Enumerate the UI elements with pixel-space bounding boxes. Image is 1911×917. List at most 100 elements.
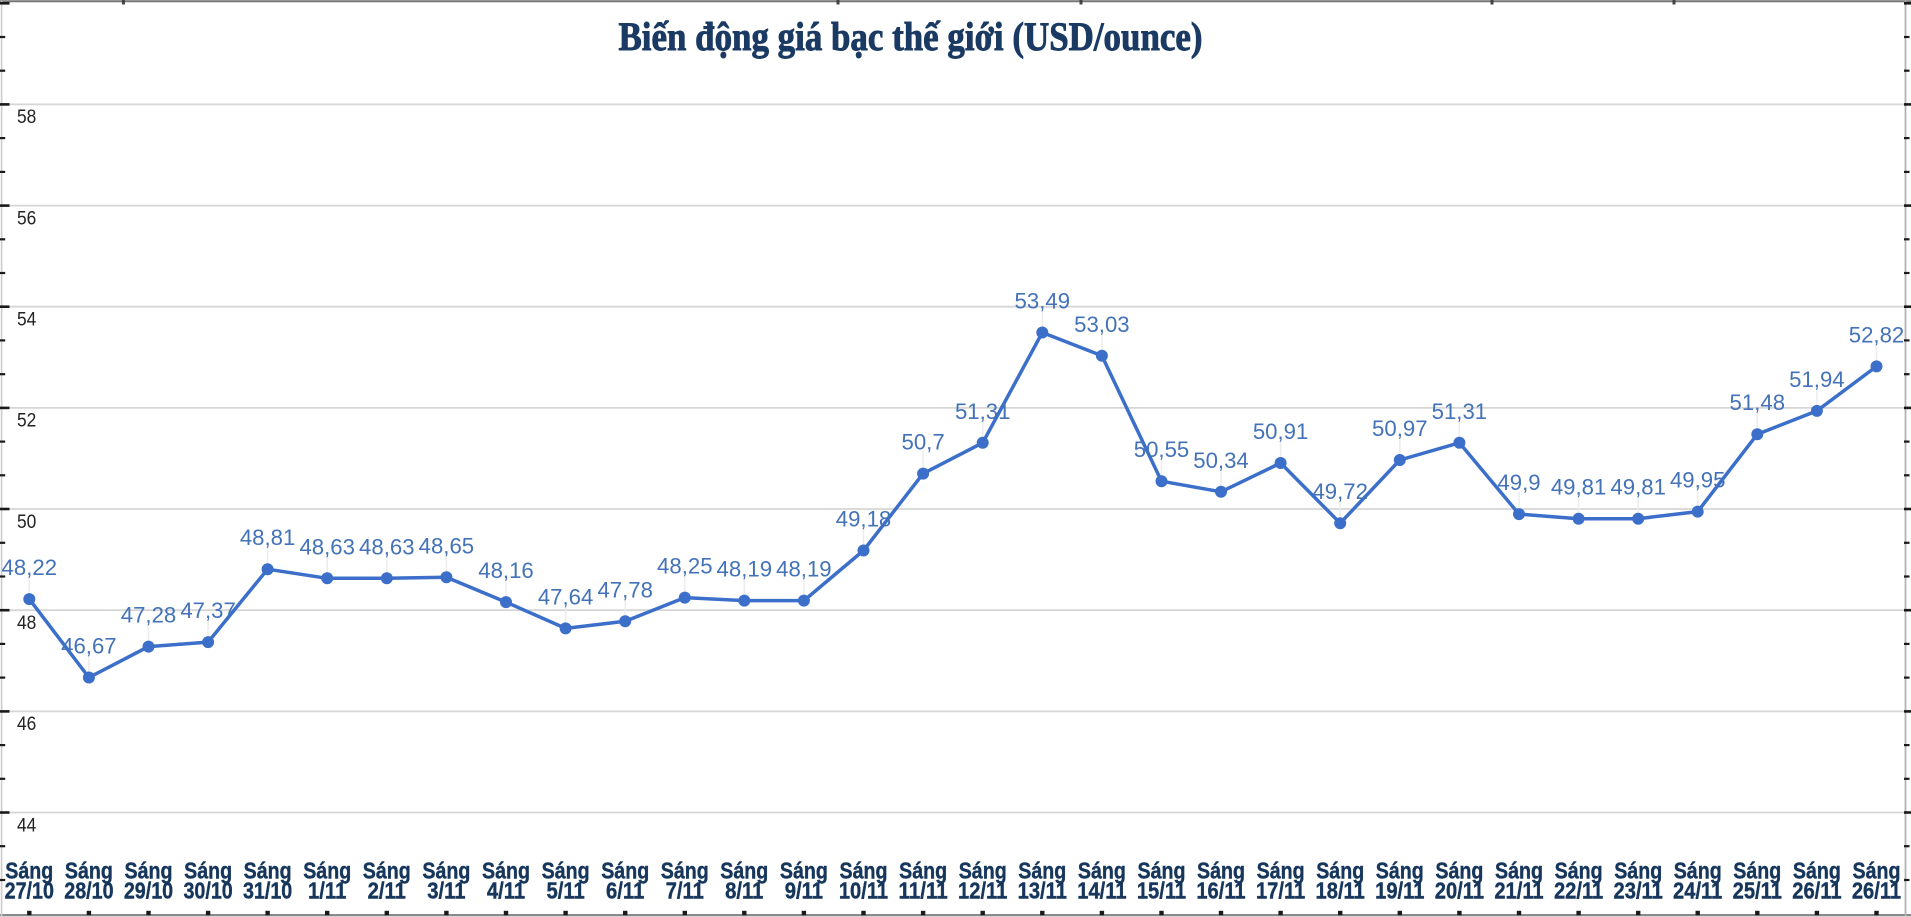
svg-text:Sáng: Sáng xyxy=(840,858,888,884)
svg-text:Sáng: Sáng xyxy=(720,858,768,884)
svg-text:10/11: 10/11 xyxy=(839,878,888,904)
svg-text:51,31: 51,31 xyxy=(955,399,1011,424)
svg-text:48,81: 48,81 xyxy=(240,525,296,550)
svg-text:13/11: 13/11 xyxy=(1018,878,1067,904)
svg-text:23/11: 23/11 xyxy=(1614,878,1663,904)
svg-text:Sáng: Sáng xyxy=(1853,858,1901,884)
svg-text:47,64: 47,64 xyxy=(538,584,594,609)
svg-text:49,81: 49,81 xyxy=(1551,475,1607,500)
svg-text:53,49: 53,49 xyxy=(1015,289,1071,314)
svg-text:8/11: 8/11 xyxy=(725,878,763,904)
svg-text:27/10: 27/10 xyxy=(5,878,54,904)
svg-text:Sáng: Sáng xyxy=(5,858,53,884)
svg-text:51,94: 51,94 xyxy=(1789,367,1845,392)
svg-text:50,97: 50,97 xyxy=(1372,416,1428,441)
svg-text:15/11: 15/11 xyxy=(1137,878,1186,904)
svg-text:7/11: 7/11 xyxy=(666,878,704,904)
svg-text:2/11: 2/11 xyxy=(368,878,406,904)
svg-text:Sáng: Sáng xyxy=(1018,858,1066,884)
svg-text:49,95: 49,95 xyxy=(1670,468,1726,493)
svg-text:51,48: 51,48 xyxy=(1730,390,1786,415)
svg-text:16/11: 16/11 xyxy=(1196,878,1245,904)
svg-text:48,25: 48,25 xyxy=(657,554,713,579)
svg-text:9/11: 9/11 xyxy=(785,878,823,904)
svg-text:50,55: 50,55 xyxy=(1134,437,1190,462)
svg-text:Sáng: Sáng xyxy=(482,858,530,884)
svg-text:48,65: 48,65 xyxy=(419,533,475,558)
svg-text:25/11: 25/11 xyxy=(1733,878,1782,904)
svg-text:48,63: 48,63 xyxy=(299,534,355,559)
svg-text:Sáng: Sáng xyxy=(363,858,411,884)
svg-text:22/11: 22/11 xyxy=(1554,878,1603,904)
svg-text:Biến động giá bạc thế giới (US: Biến động giá bạc thế giới (USD/ounce) xyxy=(619,14,1203,59)
svg-text:56: 56 xyxy=(17,208,36,229)
svg-text:Sáng: Sáng xyxy=(959,858,1007,884)
svg-text:4/11: 4/11 xyxy=(487,878,525,904)
svg-text:17/11: 17/11 xyxy=(1256,878,1305,904)
svg-text:18/11: 18/11 xyxy=(1316,878,1365,904)
svg-text:48,19: 48,19 xyxy=(717,557,773,582)
svg-text:Sáng: Sáng xyxy=(303,858,351,884)
svg-text:Sáng: Sáng xyxy=(542,858,590,884)
svg-text:58: 58 xyxy=(17,107,36,128)
svg-text:Sáng: Sáng xyxy=(1793,858,1841,884)
svg-text:48,16: 48,16 xyxy=(478,558,534,583)
svg-text:31/10: 31/10 xyxy=(243,878,292,904)
svg-text:50: 50 xyxy=(17,512,36,533)
svg-text:46: 46 xyxy=(17,714,36,735)
svg-text:47,37: 47,37 xyxy=(180,598,236,623)
svg-text:49,72: 49,72 xyxy=(1312,479,1368,504)
svg-text:Sáng: Sáng xyxy=(1257,858,1305,884)
svg-text:53,03: 53,03 xyxy=(1074,312,1130,337)
svg-text:52: 52 xyxy=(17,411,36,432)
svg-text:Sáng: Sáng xyxy=(1733,858,1781,884)
svg-text:Sáng: Sáng xyxy=(1435,858,1483,884)
svg-text:12/11: 12/11 xyxy=(958,878,1007,904)
svg-text:6/11: 6/11 xyxy=(606,878,644,904)
svg-text:Sáng: Sáng xyxy=(661,858,709,884)
svg-text:29/10: 29/10 xyxy=(124,878,173,904)
svg-text:Sáng: Sáng xyxy=(125,858,173,884)
svg-text:19/11: 19/11 xyxy=(1375,878,1424,904)
svg-text:5/11: 5/11 xyxy=(546,878,584,904)
svg-text:24/11: 24/11 xyxy=(1673,878,1722,904)
svg-text:14/11: 14/11 xyxy=(1077,878,1126,904)
svg-text:Sáng: Sáng xyxy=(422,858,470,884)
svg-text:Sáng: Sáng xyxy=(780,858,828,884)
svg-text:47,28: 47,28 xyxy=(121,603,177,628)
svg-text:20/11: 20/11 xyxy=(1435,878,1484,904)
svg-text:Sáng: Sáng xyxy=(601,858,649,884)
svg-text:Sáng: Sáng xyxy=(1316,858,1364,884)
svg-text:49,81: 49,81 xyxy=(1610,475,1666,500)
svg-text:Sáng: Sáng xyxy=(184,858,232,884)
svg-text:Sáng: Sáng xyxy=(1376,858,1424,884)
svg-text:50,7: 50,7 xyxy=(902,430,945,455)
svg-text:48,63: 48,63 xyxy=(359,534,415,559)
svg-text:26/11: 26/11 xyxy=(1792,878,1841,904)
svg-text:Sáng: Sáng xyxy=(1614,858,1662,884)
svg-text:Sáng: Sáng xyxy=(1078,858,1126,884)
svg-text:51,31: 51,31 xyxy=(1432,399,1488,424)
svg-text:Sáng: Sáng xyxy=(1555,858,1603,884)
svg-text:Sáng: Sáng xyxy=(1138,858,1186,884)
svg-text:28/10: 28/10 xyxy=(64,878,113,904)
svg-text:Sáng: Sáng xyxy=(65,858,113,884)
svg-text:21/11: 21/11 xyxy=(1494,878,1543,904)
svg-text:Sáng: Sáng xyxy=(1495,858,1543,884)
svg-text:Sáng: Sáng xyxy=(1197,858,1245,884)
svg-text:50,34: 50,34 xyxy=(1193,448,1249,473)
svg-text:3/11: 3/11 xyxy=(427,878,465,904)
svg-text:Sáng: Sáng xyxy=(244,858,292,884)
svg-text:50,91: 50,91 xyxy=(1253,419,1309,444)
svg-text:44: 44 xyxy=(17,815,37,836)
svg-text:26/11: 26/11 xyxy=(1852,878,1901,904)
svg-text:48,22: 48,22 xyxy=(2,555,58,580)
svg-text:46,67: 46,67 xyxy=(61,634,117,659)
svg-text:54: 54 xyxy=(17,310,37,331)
svg-text:52,82: 52,82 xyxy=(1849,322,1905,347)
svg-text:Sáng: Sáng xyxy=(899,858,947,884)
svg-text:1/11: 1/11 xyxy=(308,878,346,904)
svg-text:30/10: 30/10 xyxy=(183,878,232,904)
svg-text:47,78: 47,78 xyxy=(597,577,653,602)
svg-text:11/11: 11/11 xyxy=(898,878,947,904)
